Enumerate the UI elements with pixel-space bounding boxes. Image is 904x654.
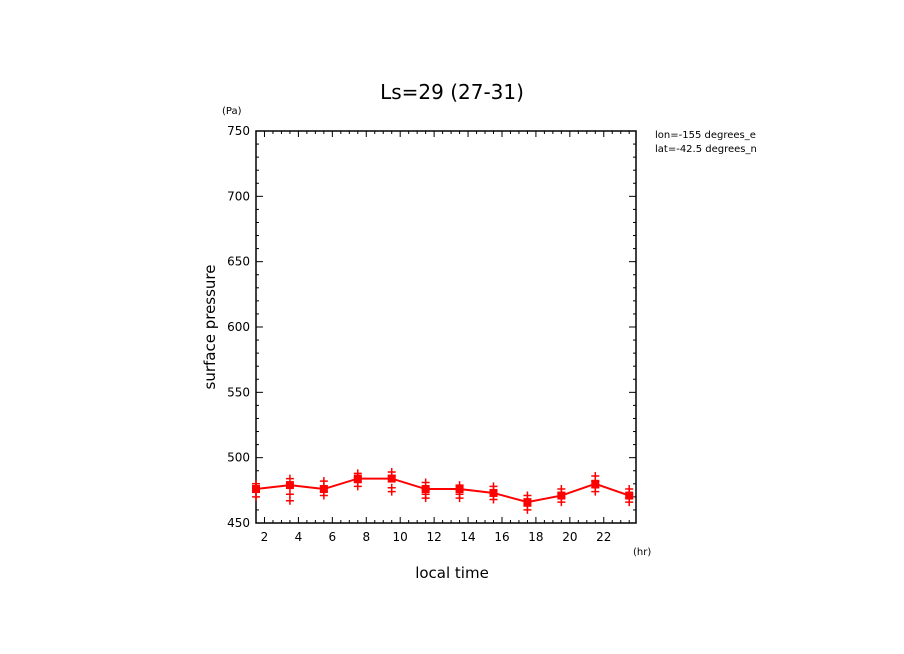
x-tick-label: 18: [528, 530, 543, 544]
x-tick-label: 20: [562, 530, 577, 544]
series-point: [285, 481, 294, 490]
x-tick-label: 10: [393, 530, 408, 544]
x-tick-label: 4: [295, 530, 303, 544]
series-line-path: [255, 477, 630, 504]
series-point: [523, 498, 532, 507]
series-point: [319, 485, 328, 494]
x-unit-label: (hr): [633, 547, 651, 558]
series-point: [591, 479, 600, 488]
scatter-point: [455, 494, 464, 503]
series-point: [489, 488, 498, 497]
series-point: [353, 474, 362, 483]
y-axis-label: surface pressure: [201, 265, 219, 390]
y-tick-label: 600: [227, 320, 250, 334]
x-tick-label: 2: [261, 530, 269, 544]
chart-title: Ls=29 (27-31): [380, 80, 524, 104]
x-tick-label: 6: [329, 530, 337, 544]
y-unit-label: (Pa): [222, 106, 242, 117]
axes: [255, 130, 637, 524]
scatter-point: [285, 496, 294, 505]
series-point: [455, 485, 464, 494]
series-point: [625, 491, 634, 500]
ticks: [255, 130, 636, 524]
series-point: [421, 485, 430, 494]
scatter-point: [387, 487, 396, 496]
y-tick-label: 750: [227, 124, 250, 138]
x-tick-label: 12: [426, 530, 441, 544]
scatter-point: [591, 487, 600, 496]
scatter-point: [353, 482, 362, 491]
tick-labels: 2 4 6 8 10 12 14 16 18 20 22 450 500 550 600 650 700 750: [227, 124, 611, 544]
series-point: [387, 474, 396, 483]
x-tick-label: 22: [596, 530, 611, 544]
x-axis-label: local time: [415, 564, 489, 582]
scatter-point: [421, 494, 430, 503]
plot-frame: [255, 130, 637, 524]
y-tick-label: 700: [227, 189, 250, 203]
y-tick-label: 450: [227, 516, 250, 530]
x-tick-label: 16: [494, 530, 509, 544]
series-line: [252, 474, 634, 507]
annotation-lat: lat=-42.5 degrees_n: [655, 144, 757, 155]
scatter-point: [252, 492, 260, 501]
annotation-lon: lon=-155 degrees_e: [655, 130, 756, 141]
y-tick-label: 650: [227, 255, 250, 269]
x-tick-label: 14: [460, 530, 475, 544]
y-tick-label: 500: [227, 451, 250, 465]
y-tick-label: 550: [227, 385, 250, 399]
x-tick-label: 8: [362, 530, 370, 544]
series-point: [557, 491, 566, 500]
scatter-point: [523, 505, 532, 514]
series-point: [252, 485, 260, 494]
